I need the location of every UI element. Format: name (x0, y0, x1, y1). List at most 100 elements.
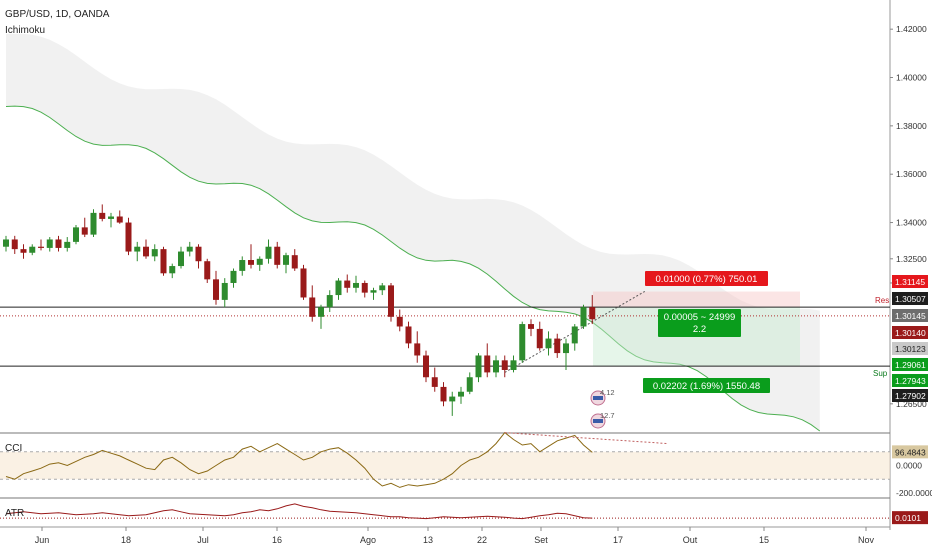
atr-pane-label: ATR (5, 508, 25, 519)
candle-body (396, 316, 403, 327)
candle-body (510, 360, 517, 370)
candle-body (11, 239, 18, 250)
target-zone (593, 291, 800, 308)
candle-body (55, 239, 62, 248)
candle-body (256, 258, 263, 265)
candle-body (431, 377, 438, 387)
target-box-text: 0.01000 (0.77%) 750.01 (656, 274, 758, 285)
candle-body (90, 212, 97, 235)
price-tick-label: 1.36000 (896, 169, 927, 179)
time-tick-label: Jun (35, 535, 50, 545)
candle-body (344, 280, 351, 288)
time-tick-label: 13 (423, 535, 433, 545)
kumo-line (5, 105, 821, 432)
cci-value-tag (892, 445, 928, 459)
time-tick-label: Set (534, 535, 548, 545)
candle-body (405, 326, 412, 344)
candle-body (370, 290, 377, 293)
candle-body (449, 396, 456, 402)
candle-body (265, 246, 272, 259)
candle-body (73, 227, 79, 242)
price-tag (892, 275, 928, 288)
candle-body (493, 360, 499, 373)
cci-trend-line (504, 432, 669, 445)
indicator-label: Ichimoku (5, 25, 46, 36)
price-tag (892, 326, 928, 339)
atr-line (5, 503, 593, 520)
support-label: Sup (873, 369, 888, 378)
cci-tick-label: 0.0000 (896, 461, 922, 471)
risk-reward-box-text: 2.2 (693, 324, 706, 335)
cci-line (5, 431, 593, 488)
time-tick-label: 15 (759, 535, 769, 545)
risk-reward-box-text: 0.00005 ~ 24999 (664, 312, 736, 323)
price-tag (892, 374, 928, 387)
candle-body (353, 282, 359, 288)
time-tick-label: Out (683, 535, 698, 545)
time-tick-label: Jul (197, 535, 209, 545)
price-tag-label: 1.30140 (895, 328, 926, 338)
candle-body (571, 326, 578, 344)
price-tag-label: 1.30145 (895, 311, 926, 321)
candle-body (440, 386, 447, 402)
candle-body (501, 360, 508, 370)
candle-body (528, 324, 534, 329)
risk-reward-box (658, 309, 741, 337)
time-tick-label: 22 (477, 535, 487, 545)
candle-body (458, 391, 464, 397)
candle-body (466, 377, 473, 392)
price-tag-label: 1.30123 (895, 344, 926, 354)
event-label: 4.12 (600, 388, 615, 397)
event-label: 12.7 (600, 411, 615, 420)
candle-body (580, 307, 587, 327)
candle-body (361, 282, 368, 293)
candle-body (151, 249, 158, 257)
candle-body (230, 270, 237, 283)
cci-band (0, 451, 890, 480)
atr-value-tag (892, 511, 928, 525)
candle-body (274, 246, 281, 265)
candle-body (291, 255, 298, 269)
candle-body (195, 246, 202, 262)
time-tick-label: Ago (360, 535, 376, 545)
candle-body (178, 251, 184, 267)
candle-body (309, 297, 316, 317)
candle-body (99, 212, 106, 219)
price-tag-label: 1.31145 (895, 277, 925, 287)
cci-pane-label: CCI (5, 443, 23, 454)
cci-value-label: 96.4843 (895, 447, 926, 457)
candle-body (335, 280, 342, 296)
ichimoku-cloud (6, 33, 820, 432)
candle-body (563, 343, 569, 354)
candle-body (475, 355, 482, 378)
candle-body (46, 239, 53, 248)
candle-body (300, 268, 307, 298)
candle-body (423, 355, 429, 378)
candle-body (221, 282, 228, 300)
candle-body (134, 246, 141, 252)
candle-body (3, 239, 9, 247)
time-tick-label: Nov (858, 535, 875, 545)
time-tick-label: 16 (272, 535, 282, 545)
candle-body (38, 246, 44, 248)
price-tick-label: 1.34000 (896, 218, 927, 228)
price-tag (892, 292, 928, 305)
candle-body (169, 266, 176, 274)
event-flag-stripe (593, 396, 603, 400)
candle-body (81, 227, 88, 235)
candle-body (116, 216, 123, 223)
price-tick-label: 1.32500 (896, 254, 927, 264)
candle-body (283, 255, 289, 265)
candle-body (484, 355, 491, 373)
price-tag-label: 1.29061 (895, 360, 926, 370)
candle-body (213, 279, 219, 300)
candle-body (545, 338, 552, 349)
atr-value-label: 0.0101 (895, 513, 921, 523)
price-tick-label: 1.40000 (896, 73, 927, 83)
target-box (645, 271, 768, 286)
price-tag-label: 1.30507 (895, 294, 926, 304)
stop-box (643, 378, 770, 393)
stop-box-text: 0.02202 (1.69%) 1550.48 (653, 381, 760, 392)
candle-body (554, 338, 561, 354)
